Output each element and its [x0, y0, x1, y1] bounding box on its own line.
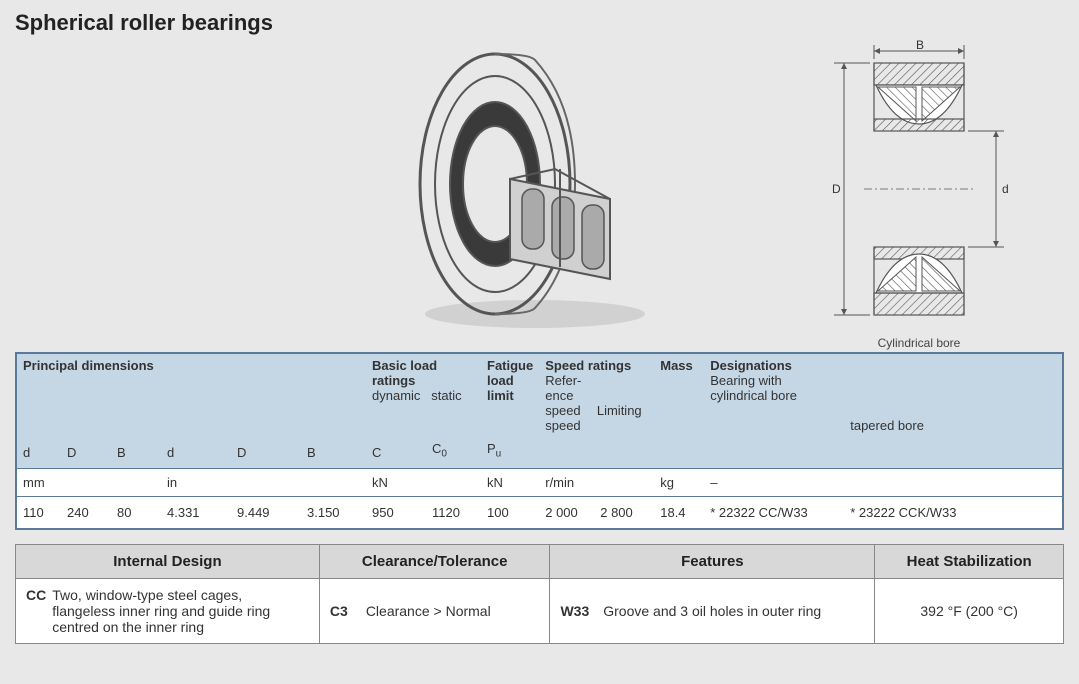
val-C0: 1120: [426, 496, 481, 529]
col-internal: Internal Design: [16, 544, 320, 578]
cell-heat: 392 °F (200 °C): [875, 578, 1064, 643]
unit-rmin: r/min: [539, 468, 654, 496]
dim-D-label: D: [832, 182, 841, 196]
val-D-in: 9.449: [231, 496, 301, 529]
internal-code: CC: [26, 587, 46, 603]
features-text: Groove and 3 oil holes in outer ring: [595, 603, 864, 619]
sym-B-mm: B: [111, 437, 161, 468]
sym-B-in: B: [301, 437, 366, 468]
features-data-row: CC Two, window-type steel cages, flangel…: [16, 578, 1064, 643]
val-B-in: 3.150: [301, 496, 366, 529]
dim-d-label: d: [1002, 182, 1009, 196]
sym-Pu: Pu: [481, 437, 539, 468]
col-features: Features: [550, 544, 875, 578]
val-d-in: 4.331: [161, 496, 231, 529]
basicload-label: Basic load ratings: [372, 358, 437, 388]
cell-features: W33 Groove and 3 oil holes in outer ring: [550, 578, 875, 643]
unit-mm: mm: [16, 468, 161, 496]
val-refspeed: 2 000: [539, 496, 594, 529]
unit-dash: –: [704, 468, 1063, 496]
val-C: 950: [366, 496, 426, 529]
col-heat: Heat Stabilization: [875, 544, 1064, 578]
val-des-cyl: * 22322 CC/W33: [704, 496, 844, 529]
unit-in: in: [161, 468, 366, 496]
unit-kg: kg: [654, 468, 704, 496]
dim-b-label: B: [916, 39, 924, 52]
page-title: Spherical roller bearings: [15, 10, 1064, 36]
val-D-mm: 240: [61, 496, 111, 529]
des-tap-label: tapered bore: [850, 418, 924, 433]
sym-C: C: [366, 437, 426, 468]
val-Pu: 100: [481, 496, 539, 529]
val-d-mm: 110: [16, 496, 61, 529]
static-label: static: [431, 388, 461, 403]
clearance-code: C3: [330, 603, 348, 619]
spec-data-row: 110 240 80 4.331 9.449 3.150 950 1120 10…: [16, 496, 1063, 529]
des-cyl-label: Bearing with cylindrical bore: [710, 373, 797, 403]
sym-d-mm: d: [16, 437, 61, 468]
spec-table: Principal dimensions Basic load ratings …: [15, 352, 1064, 530]
fatigue-label: Fatigue load limit: [487, 358, 533, 403]
principal-label: Principal dimensions: [23, 358, 154, 373]
spec-symbol-row: d D B d D B C C0 Pu: [16, 437, 1063, 468]
val-B-mm: 80: [111, 496, 161, 529]
clearance-text: Clearance > Normal: [354, 603, 540, 619]
designations-label: Designations: [710, 358, 792, 373]
val-limspeed: 2 800: [594, 496, 654, 529]
mass-label: Mass: [660, 358, 693, 373]
bearing-3d-illustration: [395, 44, 655, 337]
cell-clearance: C3 Clearance > Normal: [319, 578, 550, 643]
sym-d-in: d: [161, 437, 231, 468]
features-table: Internal Design Clearance/Tolerance Feat…: [15, 544, 1064, 644]
sym-C0: C0: [426, 437, 481, 468]
spec-header-row: Principal dimensions Basic load ratings …: [16, 353, 1063, 437]
col-clearance: Clearance/Tolerance: [319, 544, 550, 578]
refspeed-label: Refer-ence speed: [545, 373, 593, 418]
sym-D-mm: D: [61, 437, 111, 468]
features-code: W33: [560, 603, 589, 619]
speed-label: Speed ratings: [545, 358, 631, 373]
dynamic-label: dynamic: [372, 388, 420, 403]
spec-units-row: mm in kN kN r/min kg –: [16, 468, 1063, 496]
illustration-area: B D d: [15, 44, 1064, 344]
features-header-row: Internal Design Clearance/Tolerance Feat…: [16, 544, 1064, 578]
unit-kN2: kN: [481, 468, 539, 496]
cross-section-caption: Cylindrical bore: [804, 336, 1034, 350]
internal-text: Two, window-type steel cages, flangeless…: [52, 587, 309, 635]
unit-kN: kN: [366, 468, 481, 496]
val-mass: 18.4: [654, 496, 704, 529]
cell-internal: CC Two, window-type steel cages, flangel…: [16, 578, 320, 643]
cross-section-diagram: B D d: [804, 39, 1034, 350]
sym-D-in: D: [231, 437, 301, 468]
val-des-tap: * 23222 CCK/W33: [844, 496, 1063, 529]
